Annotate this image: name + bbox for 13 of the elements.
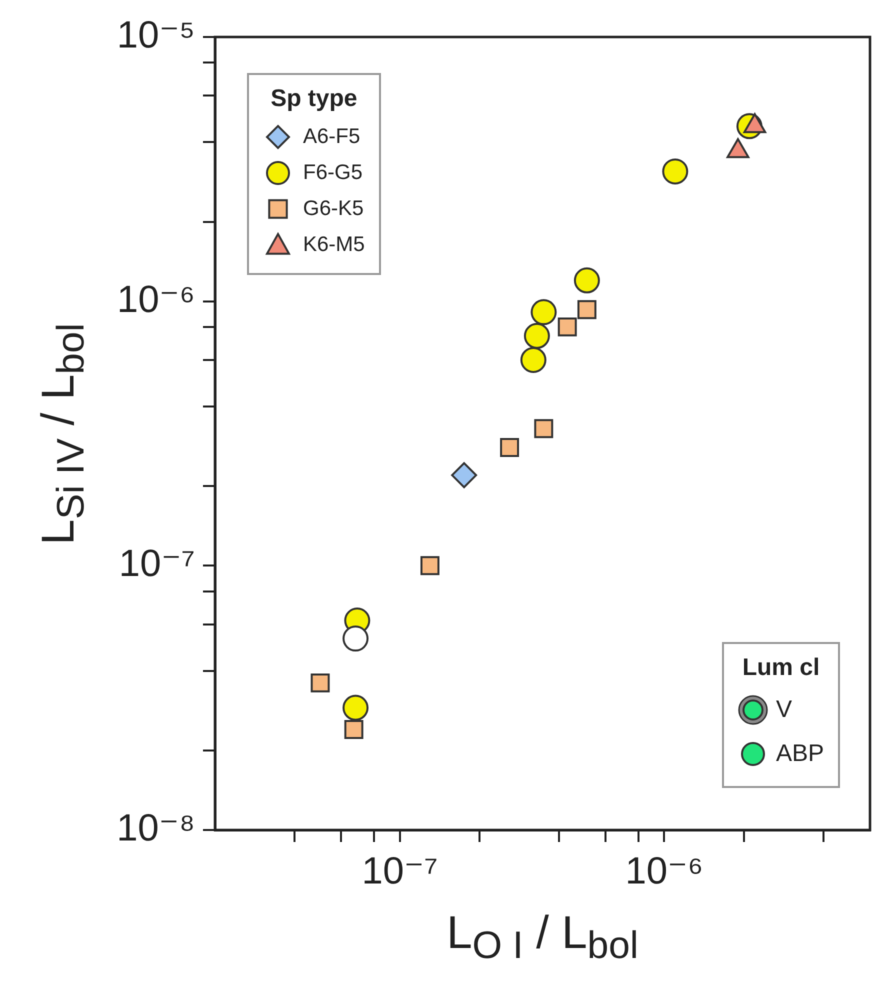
annotation: V — [776, 696, 792, 724]
legend-label: F6-G5 — [303, 161, 363, 185]
legend-label: A6-F5 — [303, 125, 360, 149]
y-tick-label: 10⁻⁵ — [116, 14, 195, 56]
legend-title: Sp type — [270, 85, 358, 113]
y-tick-label: 10⁻⁸ — [116, 807, 195, 850]
legend-label: G6-K5 — [303, 197, 364, 221]
annotation: Lum cl — [741, 654, 821, 682]
legend-label: K6-M5 — [303, 233, 365, 257]
y-tick-label: 10⁻⁷ — [118, 543, 195, 586]
x-axis-title: L$_{O I}$ / L$_{bol}$ — [446, 905, 640, 968]
annotation: ABP — [776, 740, 824, 768]
y-tick-label: 10⁻⁶ — [117, 278, 195, 321]
